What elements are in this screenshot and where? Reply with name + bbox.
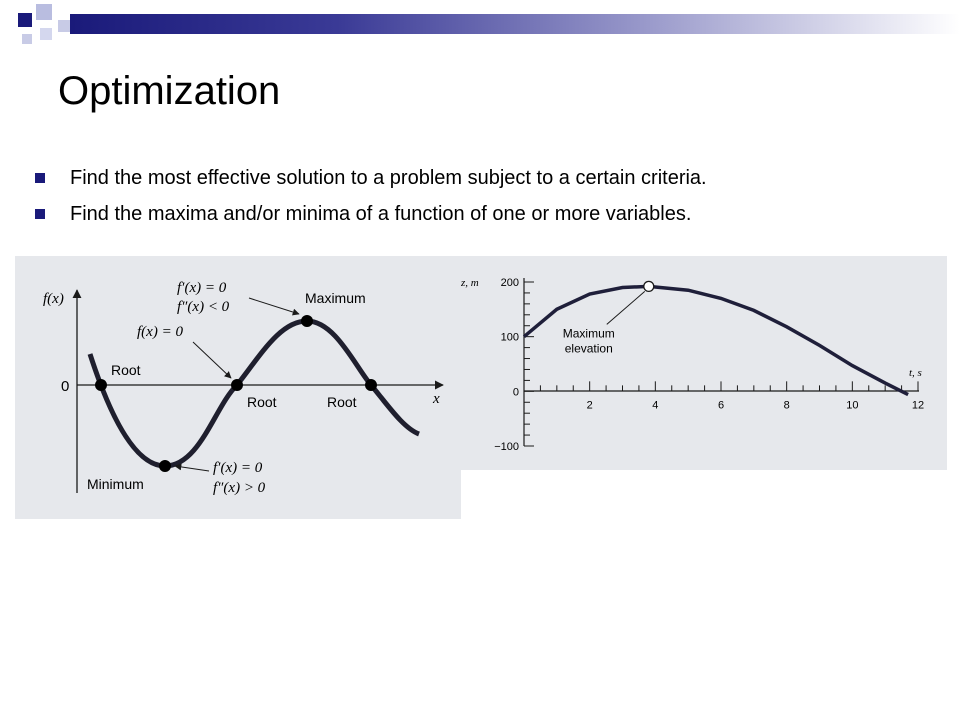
arrow-to-minimum (174, 463, 210, 472)
elevation-chart-figure: z, m t, s 2 4 6 8 10 12 200 100 0 −100 Maximum el… (460, 256, 947, 470)
root-label: Root (327, 394, 357, 410)
bullet-item: Find the maxima and/or minima of a funct… (35, 200, 935, 236)
max-condition-1: f′(x) = 0 (177, 280, 227, 296)
bullet-list: Find the most effective solution to a pr… (35, 164, 935, 236)
corner-square-light (22, 34, 32, 44)
x-tick-label: 4 (652, 399, 658, 411)
root-condition: f(x) = 0 (137, 324, 183, 340)
x-tick-label: 6 (718, 399, 724, 411)
x-tick-label: 10 (846, 399, 858, 411)
zero-label: 0 (61, 378, 69, 395)
root-point (365, 379, 377, 391)
slide-title: Optimization (58, 69, 281, 113)
roots-extrema-figure: f(x) x 0 Root Root Root Maximum Minimum … (15, 256, 461, 519)
maximum-elevation-point (643, 280, 655, 293)
min-condition-2: f″(x) > 0 (213, 480, 266, 496)
arrow-to-maximum (248, 297, 300, 316)
x-tick-label: 12 (912, 399, 924, 411)
min-condition-1: f′(x) = 0 (213, 460, 263, 476)
corner-square-light (40, 28, 52, 40)
bullet-square-icon (35, 173, 45, 183)
y-tick-label: −100 (494, 441, 519, 453)
elevation-chart-svg: z, m t, s 2 4 6 8 10 12 200 100 0 −100 Maximum el… (460, 277, 924, 453)
header-gradient-bar (70, 14, 960, 34)
corner-square-navy (18, 13, 32, 27)
maximum-label: Maximum (305, 290, 366, 306)
chart-y-axis-label: z, m (461, 277, 479, 289)
chart-x-axis-label: t, s (909, 367, 922, 379)
elevation-curve (522, 284, 909, 397)
corner-square-light (36, 4, 52, 20)
y-tick-label: 200 (501, 277, 519, 289)
x-tick-label: 8 (784, 399, 790, 411)
y-tick-label: 0 (513, 386, 519, 398)
bullet-item: Find the most effective solution to a pr… (35, 164, 935, 200)
root-label: Root (111, 362, 141, 378)
minimum-label: Minimum (87, 476, 144, 492)
x-tick-label: 2 (587, 399, 593, 411)
root-label: Root (247, 394, 277, 410)
root-point (231, 379, 243, 391)
minimum-point (159, 460, 171, 472)
maximum-elevation-pointer (606, 290, 646, 325)
bullet-text: Find the most effective solution to a pr… (70, 167, 707, 189)
bullet-square-icon (35, 209, 45, 219)
y-tick-label: 100 (501, 332, 519, 344)
maximum-point (301, 315, 313, 327)
maximum-elevation-label: elevation (565, 341, 613, 355)
max-condition-2: f″(x) < 0 (177, 299, 230, 315)
arrow-to-root (192, 341, 232, 379)
corner-square-light (58, 20, 70, 32)
roots-extrema-svg: f(x) x 0 Root Root Root Maximum Minimum … (43, 280, 444, 496)
maximum-elevation-label: Maximum (563, 326, 615, 340)
x-axis-label: x (432, 391, 440, 407)
y-axis-label: f(x) (43, 291, 64, 307)
root-point (95, 379, 107, 391)
bullet-text: Find the maxima and/or minima of a funct… (70, 203, 692, 225)
